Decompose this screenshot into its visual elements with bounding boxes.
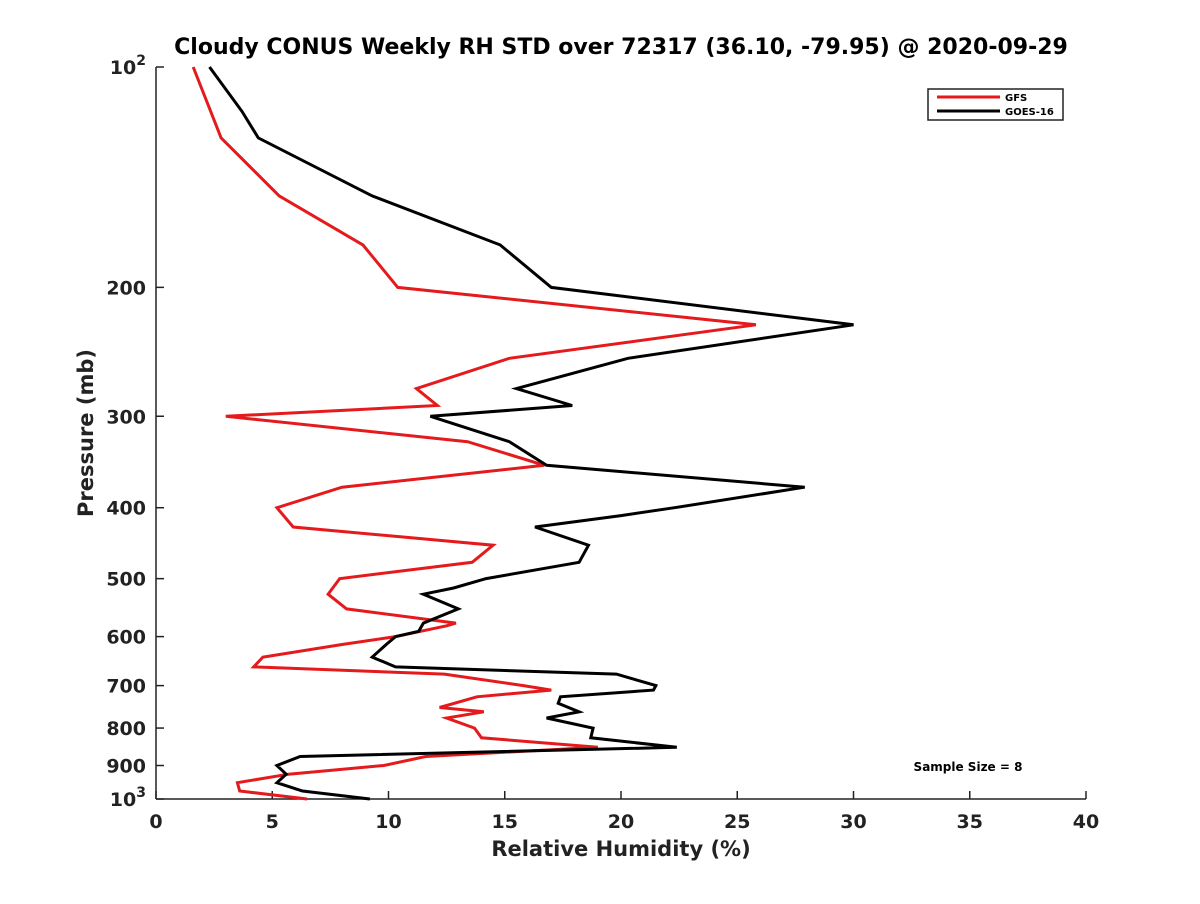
series-line-gfs — [191, 66, 757, 801]
y-tick-base: 900 — [106, 756, 146, 778]
y-tick-label: 600 — [106, 627, 146, 649]
y-tick-label: 700 — [106, 676, 146, 698]
legend-box — [927, 88, 1064, 121]
y-tick-base: 700 — [106, 676, 146, 698]
series-layer — [191, 66, 854, 801]
y-tick-base: 400 — [106, 498, 146, 520]
x-tick-label: 30 — [840, 811, 866, 833]
x-tick-label: 0 — [149, 811, 162, 833]
sample-size-annotation: Sample Size = 8 — [914, 760, 1023, 774]
y-tick-base: 800 — [106, 718, 146, 740]
y-tick-exponent: 2 — [136, 53, 146, 69]
x-ticks: 0 5 10 15 20 25 30 35 40 — [149, 791, 1099, 833]
y-tick-exponent: 3 — [136, 785, 146, 801]
y-tick-label: 102 — [110, 53, 146, 79]
y-tick-base: 600 — [106, 627, 146, 649]
legend-entries: GFS GOES-16 — [937, 93, 1054, 118]
x-tick-label: 25 — [724, 811, 750, 833]
y-tick-base: 300 — [106, 406, 146, 428]
x-tick-label: 15 — [492, 811, 518, 833]
chart-title: Cloudy CONUS Weekly RH STD over 72317 (3… — [174, 35, 1068, 60]
y-tick-label: 103 — [110, 785, 146, 811]
legend-label-gfs: GFS — [1005, 93, 1027, 104]
y-tick-label: 300 — [106, 406, 146, 428]
series-line-goes-16 — [208, 66, 854, 801]
y-axis-label: Pressure (mb) — [74, 349, 98, 517]
x-tick-label: 35 — [957, 811, 983, 833]
x-tick-label: 40 — [1073, 811, 1099, 833]
x-tick-label: 10 — [375, 811, 401, 833]
y-tick-label: 400 — [106, 498, 146, 520]
y-tick-base: 10 — [110, 789, 136, 811]
x-tick-label: 20 — [608, 811, 634, 833]
y-tick-base: 200 — [106, 277, 146, 299]
y-tick-label: 500 — [106, 569, 146, 591]
legend: GFS GOES-16 — [927, 88, 1064, 121]
plot-frame — [156, 67, 1086, 799]
y-tick-base: 10 — [110, 57, 136, 79]
y-tick-label: 800 — [106, 718, 146, 740]
y-tick-label: 900 — [106, 756, 146, 778]
y-tick-base: 500 — [106, 569, 146, 591]
y-tick-label: 200 — [106, 277, 146, 299]
x-tick-label: 5 — [266, 811, 279, 833]
legend-label-goes-16: GOES-16 — [1005, 107, 1054, 118]
x-axis-label: Relative Humidity (%) — [491, 837, 750, 861]
